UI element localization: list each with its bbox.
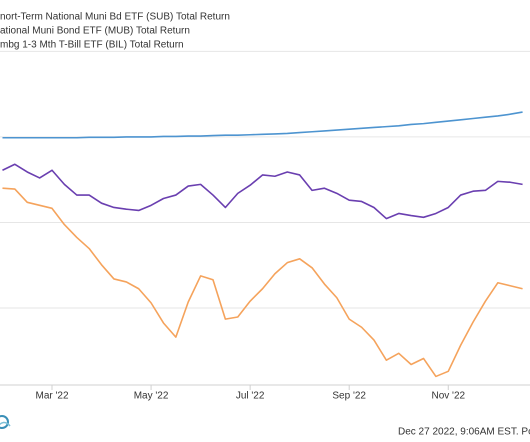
x-tick-label: Nov '22 xyxy=(431,391,465,402)
legend-label: nort-Term National Muni Bd ETF (SUB) Tot… xyxy=(0,12,230,23)
legend-label: mbg 1-3 Mth T-Bill ETF (BIL) Total Retur… xyxy=(0,40,184,51)
x-tick-label: Mar '22 xyxy=(35,391,68,402)
series-line xyxy=(2,111,523,139)
series-line xyxy=(2,163,523,220)
x-tick-label: Jul '22 xyxy=(236,391,265,402)
logo xyxy=(0,415,11,429)
x-tick-label: Sep '22 xyxy=(332,391,366,402)
x-tick-label: May '22 xyxy=(134,391,169,402)
series-line xyxy=(2,187,523,378)
footer: Dec 27 2022, 9:06AM EST. Powered by xyxy=(398,427,530,438)
legend-label: ational Muni Bond ETF (MUB) Total Return xyxy=(0,26,190,37)
